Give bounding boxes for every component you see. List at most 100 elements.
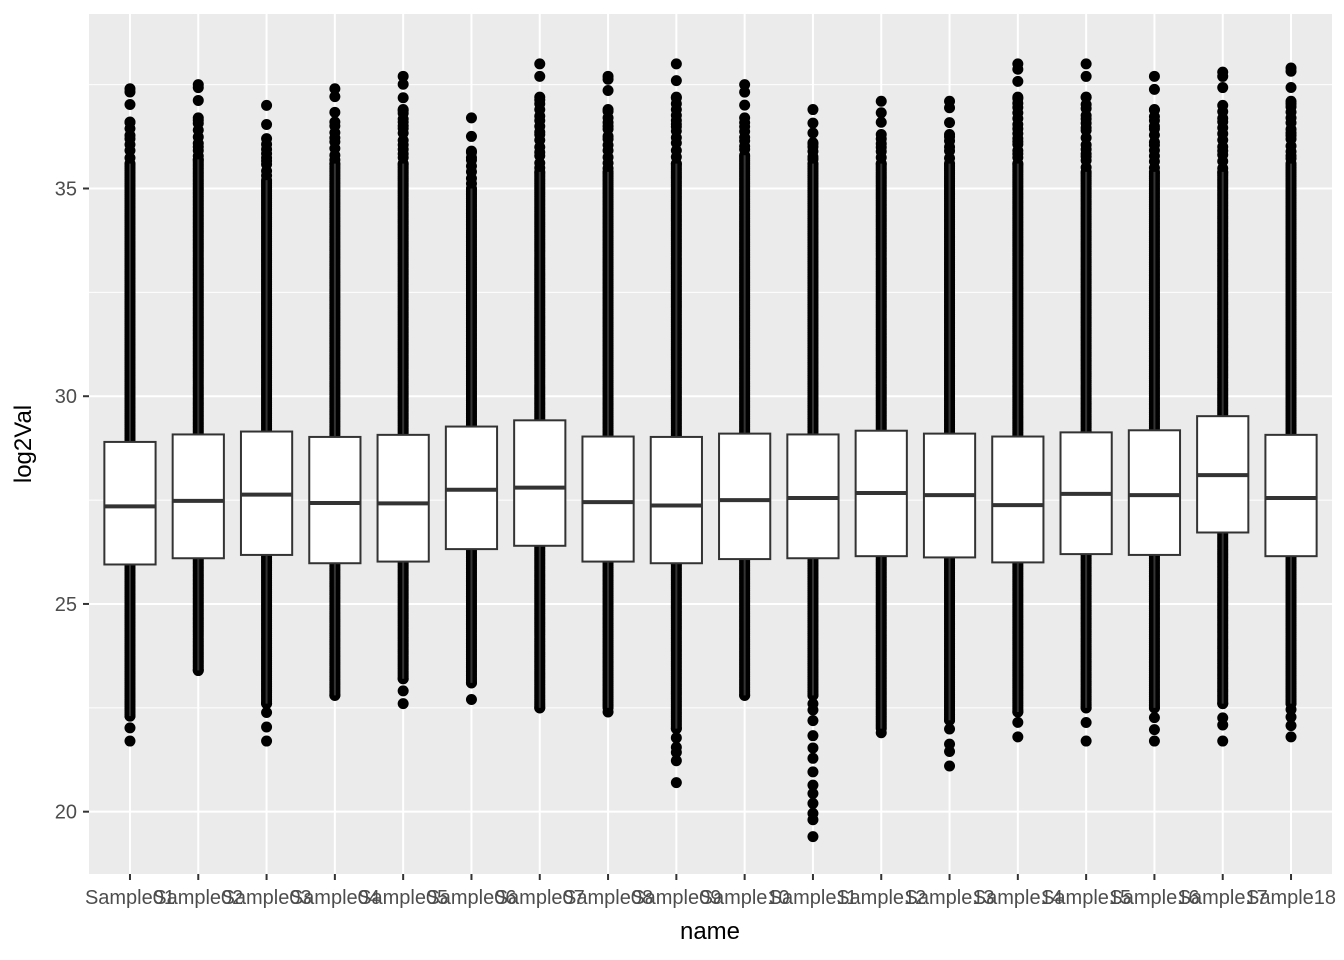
outlier-point (1148, 104, 1160, 116)
outlier-point (397, 92, 409, 104)
outlier-point (1148, 83, 1160, 95)
outlier-point (1012, 58, 1024, 70)
outlier-point (602, 104, 614, 116)
outlier-point (329, 91, 341, 103)
box-Sample06 (444, 112, 499, 706)
outlier-point (807, 766, 819, 778)
outlier-point (534, 91, 546, 103)
outlier-point (1148, 70, 1160, 82)
outlier-point (124, 98, 136, 110)
outlier-point (602, 70, 614, 82)
box-Sample04 (308, 83, 362, 701)
outlier-point (1148, 735, 1160, 747)
outlier-point (670, 58, 682, 70)
outlier-point (670, 732, 682, 744)
box-body (991, 435, 1045, 564)
outlier-point (1148, 712, 1160, 724)
outlier-point (1012, 91, 1024, 103)
box-body (308, 435, 362, 565)
outlier-point (807, 797, 819, 809)
outlier-point (807, 137, 819, 149)
outlier-point (807, 704, 819, 716)
box-body (718, 432, 772, 561)
outlier-point (739, 79, 751, 91)
box-Sample09 (649, 58, 703, 789)
outlier-point (1012, 731, 1024, 743)
box-body (1127, 429, 1182, 556)
box-body (103, 440, 157, 566)
plot-panel (89, 14, 1332, 874)
outlier-point (1080, 735, 1092, 747)
outlier-point (329, 106, 341, 118)
outlier-point (739, 112, 751, 124)
outlier-point (670, 777, 682, 789)
outlier-point (602, 706, 614, 718)
outlier-point (875, 107, 887, 119)
outlier-point (875, 727, 887, 739)
outlier-point (465, 694, 477, 706)
box-Sample01 (103, 83, 157, 747)
outlier-point (807, 715, 819, 727)
outlier-point (261, 721, 273, 733)
outlier-point (807, 730, 819, 742)
outlier-point (1080, 70, 1092, 82)
box-Sample10 (718, 79, 772, 701)
outlier-point (192, 112, 204, 124)
boxes (103, 58, 1318, 843)
outlier-point (875, 95, 887, 107)
box-body (581, 435, 635, 563)
outlier-point (807, 752, 819, 764)
outlier-point (397, 78, 409, 90)
outlier-point (397, 685, 409, 697)
outlier-point (944, 117, 956, 129)
outlier-point (124, 116, 136, 128)
outlier-point (329, 116, 341, 128)
box-body (513, 419, 567, 547)
outlier-point (670, 755, 682, 767)
box-body (649, 435, 703, 565)
outlier-point (465, 145, 477, 157)
outlier-point (465, 130, 477, 142)
box-Sample02 (171, 79, 225, 676)
outlier-point (670, 91, 682, 103)
outlier-point (124, 83, 136, 95)
grid-minor (89, 84, 1332, 709)
outlier-point (807, 814, 819, 826)
outlier-point (807, 742, 819, 754)
outlier-point (944, 95, 956, 107)
box-Sample03 (239, 99, 294, 747)
outlier-point (1012, 75, 1024, 87)
box-body (376, 433, 430, 563)
outlier-point (1080, 91, 1092, 103)
outlier-point (807, 127, 819, 139)
outlier-point (261, 133, 273, 145)
outlier-point (465, 112, 477, 124)
outlier-point (124, 722, 136, 734)
outlier-point (670, 746, 682, 758)
outlier-point (944, 745, 956, 757)
outlier-point (944, 723, 956, 735)
outlier-point (1080, 716, 1092, 728)
outlier-point (807, 831, 819, 843)
outlier-point (807, 787, 819, 799)
outlier-point (875, 116, 887, 128)
outlier-point (739, 99, 751, 111)
outlier-point (397, 70, 409, 82)
outlier-point (329, 83, 341, 95)
outlier-point (944, 760, 956, 772)
outlier-point (261, 119, 273, 131)
outlier-point (397, 698, 409, 710)
outlier-point (944, 128, 956, 140)
box-Sample07 (513, 58, 567, 714)
outlier-point (261, 735, 273, 747)
outlier-point (1012, 716, 1024, 728)
outlier-point (124, 735, 136, 747)
box-Sample08 (581, 70, 635, 718)
outlier-point (534, 70, 546, 82)
outlier-point (261, 99, 273, 111)
box-Sample05 (376, 70, 430, 710)
box-body (171, 433, 225, 560)
outlier-point (1080, 58, 1092, 70)
outlier-point (807, 104, 819, 116)
